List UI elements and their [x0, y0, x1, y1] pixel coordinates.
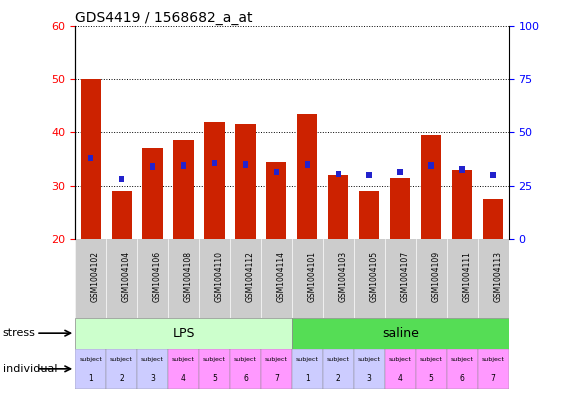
Text: individual: individual — [3, 364, 57, 374]
FancyBboxPatch shape — [385, 349, 416, 389]
Text: stress: stress — [3, 328, 36, 338]
Text: GSM1004102: GSM1004102 — [91, 251, 99, 302]
Text: subject: subject — [172, 358, 195, 362]
Text: GSM1004113: GSM1004113 — [493, 251, 502, 302]
Text: subject: subject — [451, 358, 473, 362]
Text: subject: subject — [358, 358, 381, 362]
Text: 5: 5 — [429, 375, 434, 384]
Text: 7: 7 — [491, 375, 495, 384]
FancyBboxPatch shape — [261, 349, 292, 389]
Text: GSM1004112: GSM1004112 — [246, 251, 254, 302]
Text: 6: 6 — [460, 375, 465, 384]
Bar — [118, 176, 124, 182]
Text: 4: 4 — [398, 375, 403, 384]
Bar — [328, 175, 349, 239]
FancyBboxPatch shape — [323, 349, 354, 389]
FancyBboxPatch shape — [477, 349, 509, 389]
Text: subject: subject — [141, 358, 164, 362]
Text: 2: 2 — [119, 375, 124, 384]
FancyBboxPatch shape — [106, 349, 137, 389]
Text: GSM1004109: GSM1004109 — [431, 251, 440, 302]
Bar — [305, 161, 310, 167]
Bar — [273, 169, 279, 175]
Text: subject: subject — [420, 358, 443, 362]
Text: subject: subject — [203, 358, 226, 362]
Text: 3: 3 — [367, 375, 372, 384]
FancyBboxPatch shape — [416, 349, 447, 389]
Bar — [366, 172, 372, 178]
Text: GSM1004103: GSM1004103 — [338, 251, 347, 302]
Text: GSM1004104: GSM1004104 — [121, 251, 131, 302]
Bar — [243, 161, 249, 167]
Bar — [483, 199, 503, 239]
Text: subject: subject — [110, 358, 133, 362]
Text: subject: subject — [481, 358, 505, 362]
Bar — [173, 140, 194, 239]
Text: GSM1004105: GSM1004105 — [369, 251, 378, 302]
Bar — [80, 79, 101, 239]
FancyBboxPatch shape — [168, 349, 199, 389]
Text: GSM1004108: GSM1004108 — [184, 251, 192, 302]
Bar — [112, 191, 132, 239]
Text: GSM1004111: GSM1004111 — [462, 251, 471, 302]
Text: subject: subject — [296, 358, 319, 362]
Text: GSM1004110: GSM1004110 — [214, 251, 224, 302]
Bar — [181, 162, 186, 169]
FancyBboxPatch shape — [292, 349, 323, 389]
Bar — [335, 171, 341, 177]
Text: GSM1004107: GSM1004107 — [400, 251, 409, 302]
Bar — [360, 191, 379, 239]
Bar — [452, 170, 472, 239]
Text: GSM1004114: GSM1004114 — [276, 251, 286, 302]
Bar — [390, 178, 410, 239]
Text: GSM1004101: GSM1004101 — [307, 251, 316, 302]
FancyBboxPatch shape — [75, 349, 106, 389]
Bar — [235, 124, 255, 239]
Bar — [490, 172, 496, 178]
Text: 3: 3 — [150, 375, 155, 384]
Text: 6: 6 — [243, 375, 248, 384]
Text: subject: subject — [389, 358, 412, 362]
Bar — [212, 160, 217, 167]
Text: 4: 4 — [181, 375, 186, 384]
Bar — [398, 169, 403, 175]
Bar — [143, 148, 162, 239]
Text: 1: 1 — [305, 375, 310, 384]
Bar — [88, 155, 94, 161]
Text: subject: subject — [327, 358, 350, 362]
FancyBboxPatch shape — [75, 318, 292, 349]
Bar — [421, 135, 441, 239]
Text: 7: 7 — [274, 375, 279, 384]
FancyBboxPatch shape — [199, 349, 230, 389]
Text: subject: subject — [265, 358, 288, 362]
Text: 2: 2 — [336, 375, 340, 384]
Text: LPS: LPS — [172, 327, 195, 340]
FancyBboxPatch shape — [137, 349, 168, 389]
Bar — [460, 167, 465, 173]
Text: saline: saline — [382, 327, 418, 340]
FancyBboxPatch shape — [292, 318, 509, 349]
Text: subject: subject — [234, 358, 257, 362]
Bar — [297, 114, 317, 239]
FancyBboxPatch shape — [447, 349, 477, 389]
Bar — [428, 162, 434, 169]
Bar — [150, 163, 155, 170]
Bar — [205, 121, 224, 239]
Bar — [266, 162, 287, 239]
Text: 1: 1 — [88, 375, 93, 384]
FancyBboxPatch shape — [354, 349, 385, 389]
Text: subject: subject — [79, 358, 102, 362]
FancyBboxPatch shape — [230, 349, 261, 389]
Text: GDS4419 / 1568682_a_at: GDS4419 / 1568682_a_at — [75, 11, 253, 24]
Text: 5: 5 — [212, 375, 217, 384]
Text: GSM1004106: GSM1004106 — [153, 251, 161, 302]
